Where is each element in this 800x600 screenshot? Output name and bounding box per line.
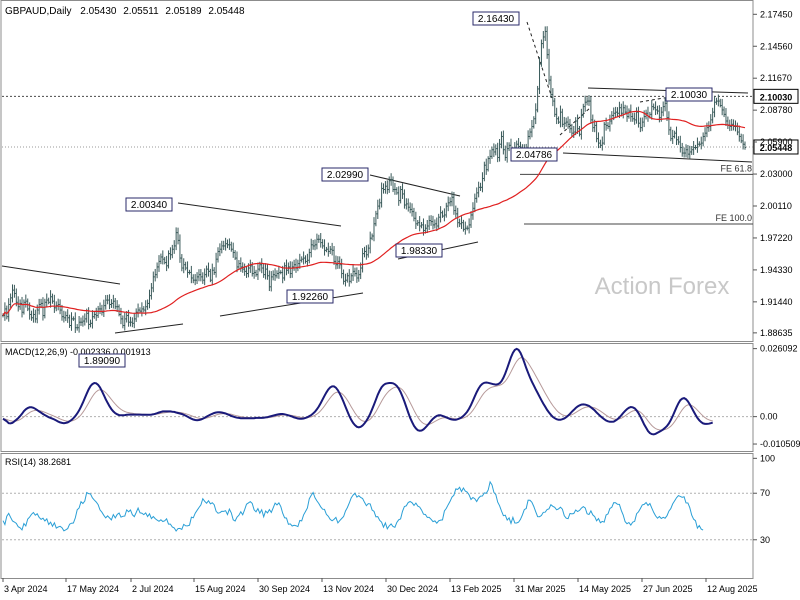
key-level-box xyxy=(286,289,334,304)
rsi-y-tick-label: 70 xyxy=(760,488,770,498)
trendline xyxy=(526,21,553,99)
trendline xyxy=(177,202,342,227)
header-separator: , xyxy=(47,6,50,17)
key-level-box xyxy=(78,353,126,368)
price-y-tick-label: 2.14560 xyxy=(760,41,793,51)
key-level-box xyxy=(395,243,443,258)
macd-line xyxy=(2,347,714,436)
symbol-label: GBPAUD xyxy=(5,6,47,17)
x-tick-label: 12 Aug 2025 xyxy=(707,584,758,594)
rsi-y-tick-label: 100 xyxy=(760,453,775,463)
macd-panel-frame xyxy=(0,343,754,452)
price-y-tick-label: 1.97220 xyxy=(760,233,793,243)
ohlc-high: 2.05511 xyxy=(123,6,159,17)
axes-layer: 3 Apr 2024 17 May 2024 2 Jul 2024 15 Aug 20… xyxy=(2,9,800,594)
trendline xyxy=(369,174,461,197)
price-panel-frame xyxy=(0,0,754,342)
trendline xyxy=(219,292,364,317)
ohlc-header: GBPAUD,Daily 2.05430 2.05511 2.05189 2.0… xyxy=(5,6,245,17)
price-layer: FE 61.8 FE 100.0 2.16430 2.10030 2.04786 2.02… xyxy=(1,11,799,368)
ohlc-low: 2.05189 xyxy=(165,6,202,17)
macd-label: MACD(12,26,9) -0.002336 0.001913 xyxy=(5,347,151,357)
key-level-box xyxy=(510,147,558,162)
key-level-label: 2.04786 xyxy=(516,150,553,161)
price-y-tick-label: 2.05900 xyxy=(760,137,793,147)
rsi-panel-frame xyxy=(0,453,754,579)
rsi-y-tick-label: 30 xyxy=(760,535,770,545)
x-tick-label: 3 Apr 2024 xyxy=(4,584,48,594)
price-y-tick-label: 2.00110 xyxy=(760,201,792,211)
price-y-tick-label: 1.88635 xyxy=(760,328,793,338)
ohlc-open: 2.05430 xyxy=(80,6,117,17)
key-level-label: 1.98330 xyxy=(401,246,438,257)
price-y-tick-label: 2.11670 xyxy=(760,73,792,83)
resistance-price-label: 2.10030 xyxy=(760,92,793,102)
trendline xyxy=(114,323,184,334)
key-level-label: 1.89090 xyxy=(84,356,121,367)
x-tick-label: 17 May 2024 xyxy=(67,584,119,594)
price-y-tick-label: 1.91440 xyxy=(760,297,793,307)
trendline xyxy=(562,152,753,163)
key-level-box xyxy=(472,11,520,26)
macd-y-tick-label: 0.00 xyxy=(760,412,778,422)
price-y-tick-label: 1.94330 xyxy=(760,265,793,275)
fibonacci-label: FE 61.8 xyxy=(720,163,752,173)
x-tick-label: 13 Nov 2024 xyxy=(323,584,374,594)
price-y-tick-label: 2.03000 xyxy=(760,169,793,179)
x-tick-label: 14 May 2025 xyxy=(579,584,631,594)
watermark: Action Forex xyxy=(595,273,730,300)
rsi-line xyxy=(2,480,704,532)
price-y-tick-label: 2.08780 xyxy=(760,105,793,115)
trendline xyxy=(559,107,591,136)
ohlc-close: 2.05448 xyxy=(208,6,245,17)
macd-signal-line xyxy=(2,357,713,431)
macd-y-tick-label: -0.010509 xyxy=(760,439,800,449)
key-level-box xyxy=(321,167,369,182)
grid-layer xyxy=(2,95,753,148)
macd-y-tick-label: 0.026092 xyxy=(760,344,798,354)
current-price-box xyxy=(753,139,799,155)
moving-average-line xyxy=(2,110,746,316)
key-level-label: 2.16430 xyxy=(478,14,515,25)
x-tick-label: 30 Dec 2024 xyxy=(387,584,438,594)
x-tick-label: 31 Mar 2025 xyxy=(515,584,566,594)
x-tick-label: 15 Aug 2024 xyxy=(195,584,246,594)
price-y-tick-label: 2.17450 xyxy=(760,9,793,19)
key-level-label: 1.92260 xyxy=(292,292,329,303)
key-level-label: 2.00340 xyxy=(131,200,168,211)
x-tick-label: 30 Sep 2024 xyxy=(259,584,310,594)
x-tick-label: 13 Feb 2025 xyxy=(451,584,502,594)
rsi-label: RSI(14) 38.2681 xyxy=(5,457,71,467)
macd-layer xyxy=(2,347,753,436)
key-level-label: 2.10030 xyxy=(671,90,708,101)
x-tick-label: 27 Jun 2025 xyxy=(643,584,693,594)
x-tick-label: 2 Jul 2024 xyxy=(132,584,174,594)
resistance-price-box xyxy=(753,88,799,104)
rsi-layer xyxy=(2,480,753,541)
key-level-box xyxy=(125,197,173,212)
timeframe-label: Daily xyxy=(49,6,71,17)
key-level-box xyxy=(665,87,713,102)
key-level-label: 2.02990 xyxy=(327,170,364,181)
current-price-label: 2.05448 xyxy=(760,143,793,153)
trendline xyxy=(1,265,121,285)
fibonacci-label: FE 100.0 xyxy=(715,213,752,223)
